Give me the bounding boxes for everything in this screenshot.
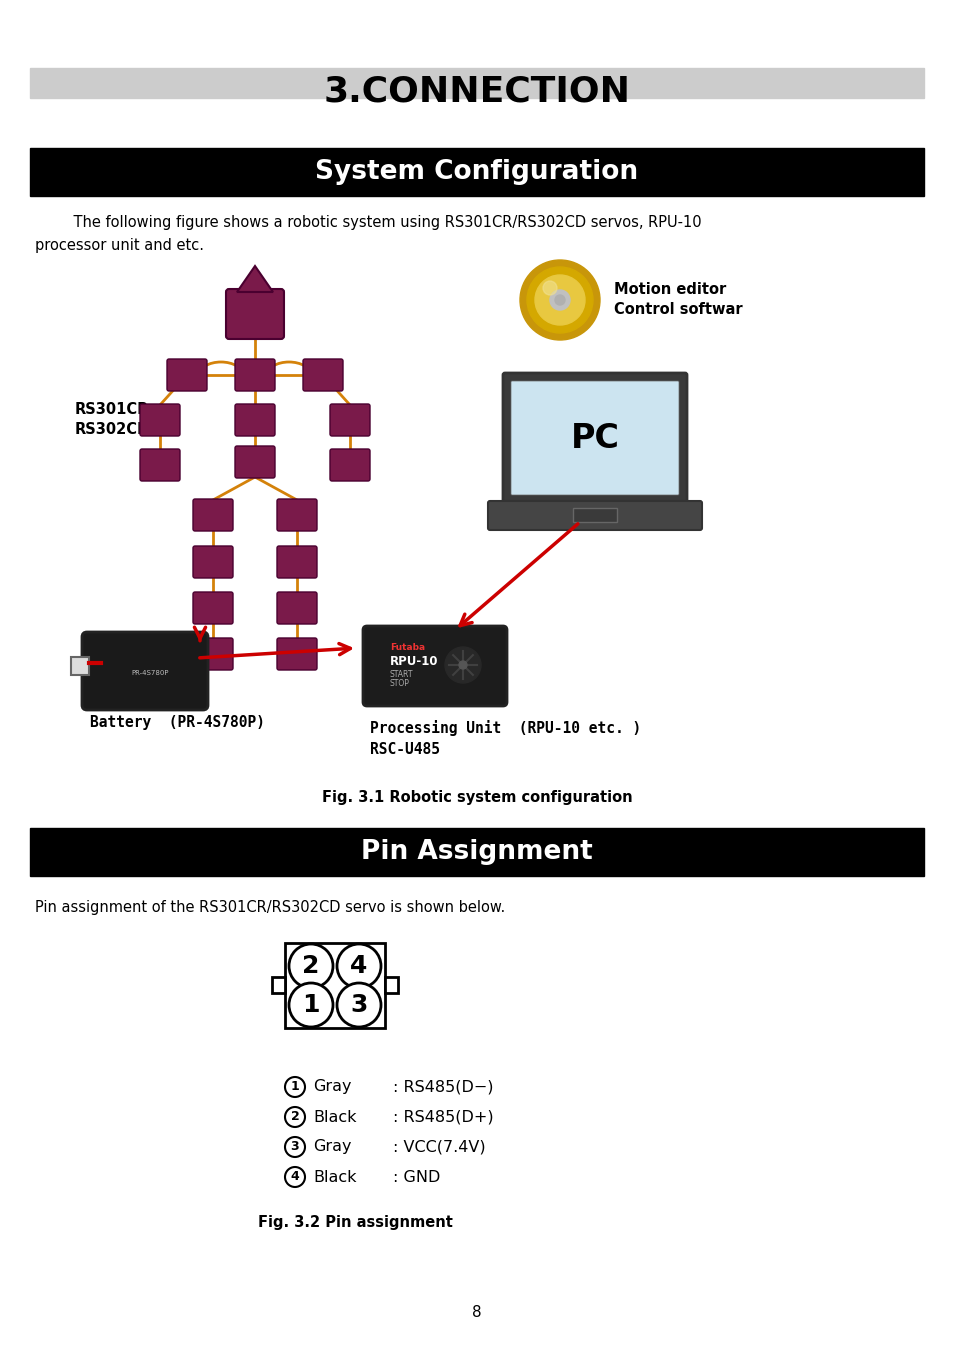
- Circle shape: [285, 1077, 305, 1098]
- FancyBboxPatch shape: [363, 626, 506, 706]
- Text: 3: 3: [350, 994, 367, 1017]
- FancyBboxPatch shape: [234, 359, 274, 392]
- Bar: [573, 508, 617, 522]
- Polygon shape: [236, 266, 273, 292]
- Text: STOP: STOP: [390, 679, 410, 688]
- Text: Motion editor: Motion editor: [614, 282, 725, 297]
- FancyBboxPatch shape: [193, 500, 233, 531]
- Text: : RS485(D+): : RS485(D+): [393, 1110, 493, 1125]
- Circle shape: [542, 281, 557, 296]
- Text: RPU-10: RPU-10: [390, 655, 438, 668]
- FancyBboxPatch shape: [193, 545, 233, 578]
- Circle shape: [285, 1166, 305, 1187]
- Text: Black: Black: [313, 1169, 356, 1184]
- Bar: [30, 68, 923, 99]
- Circle shape: [555, 296, 564, 305]
- Text: processor unit and etc.: processor unit and etc.: [35, 238, 204, 252]
- Text: Control softwar: Control softwar: [614, 302, 741, 317]
- Circle shape: [285, 1107, 305, 1127]
- Text: RS302CD: RS302CD: [75, 423, 150, 437]
- Text: RS301CR: RS301CR: [75, 402, 150, 417]
- FancyBboxPatch shape: [276, 545, 316, 578]
- Circle shape: [336, 944, 380, 988]
- Text: Gray: Gray: [313, 1080, 351, 1095]
- Text: 3.CONNECTION: 3.CONNECTION: [323, 76, 630, 109]
- Circle shape: [458, 662, 467, 670]
- Text: : VCC(7.4V): : VCC(7.4V): [393, 1139, 485, 1154]
- Circle shape: [336, 983, 380, 1027]
- Circle shape: [289, 944, 333, 988]
- FancyBboxPatch shape: [140, 450, 180, 481]
- Text: Processing Unit  (RPU-10 etc. ): Processing Unit (RPU-10 etc. ): [370, 720, 640, 736]
- Circle shape: [289, 983, 333, 1027]
- Text: RSC-U485: RSC-U485: [370, 743, 439, 757]
- FancyBboxPatch shape: [488, 501, 701, 531]
- Circle shape: [535, 275, 584, 325]
- FancyBboxPatch shape: [140, 404, 180, 436]
- Text: Pin assignment of the RS301CR/RS302CD servo is shown below.: Pin assignment of the RS301CR/RS302CD se…: [35, 900, 505, 915]
- Circle shape: [550, 290, 569, 310]
- Text: 1: 1: [302, 994, 319, 1017]
- Bar: [272, 977, 285, 994]
- Text: 8: 8: [472, 1305, 481, 1320]
- FancyBboxPatch shape: [167, 359, 207, 392]
- Circle shape: [285, 1137, 305, 1157]
- Text: Fig. 3.1 Robotic system configuration: Fig. 3.1 Robotic system configuration: [321, 790, 632, 805]
- Text: 2: 2: [291, 1111, 299, 1123]
- FancyBboxPatch shape: [330, 404, 370, 436]
- Circle shape: [444, 647, 480, 683]
- Text: 4: 4: [350, 954, 367, 977]
- Text: 1: 1: [291, 1080, 299, 1094]
- Text: 3: 3: [291, 1141, 299, 1153]
- FancyBboxPatch shape: [234, 404, 274, 436]
- Text: Pin Assignment: Pin Assignment: [361, 838, 592, 865]
- FancyBboxPatch shape: [82, 632, 208, 710]
- Text: Fig. 3.2 Pin assignment: Fig. 3.2 Pin assignment: [257, 1215, 452, 1230]
- FancyBboxPatch shape: [276, 500, 316, 531]
- Circle shape: [519, 261, 599, 340]
- FancyBboxPatch shape: [276, 639, 316, 670]
- Text: PR-4S780P: PR-4S780P: [132, 670, 169, 676]
- Bar: [71, 657, 89, 675]
- FancyBboxPatch shape: [303, 359, 343, 392]
- FancyBboxPatch shape: [193, 593, 233, 624]
- FancyBboxPatch shape: [276, 593, 316, 624]
- Text: Black: Black: [313, 1110, 356, 1125]
- Bar: [285, 942, 385, 1027]
- FancyBboxPatch shape: [226, 289, 284, 339]
- Text: 2: 2: [302, 954, 319, 977]
- Circle shape: [526, 267, 593, 333]
- FancyBboxPatch shape: [511, 381, 679, 495]
- Text: The following figure shows a robotic system using RS301CR/RS302CD servos, RPU-10: The following figure shows a robotic sys…: [55, 215, 700, 230]
- FancyBboxPatch shape: [502, 373, 686, 505]
- Text: START: START: [390, 670, 413, 679]
- Bar: [385, 977, 397, 994]
- Text: Futaba: Futaba: [390, 643, 425, 652]
- Text: : RS485(D−): : RS485(D−): [393, 1080, 493, 1095]
- Bar: [30, 828, 923, 876]
- FancyBboxPatch shape: [193, 639, 233, 670]
- Text: 4: 4: [291, 1170, 299, 1184]
- FancyBboxPatch shape: [234, 446, 274, 478]
- Bar: [30, 148, 923, 196]
- Text: Gray: Gray: [313, 1139, 351, 1154]
- Text: PC: PC: [570, 421, 618, 455]
- Text: Battery  (PR-4S780P): Battery (PR-4S780P): [90, 716, 265, 730]
- FancyBboxPatch shape: [330, 450, 370, 481]
- Text: : GND: : GND: [393, 1169, 440, 1184]
- Text: System Configuration: System Configuration: [315, 159, 638, 185]
